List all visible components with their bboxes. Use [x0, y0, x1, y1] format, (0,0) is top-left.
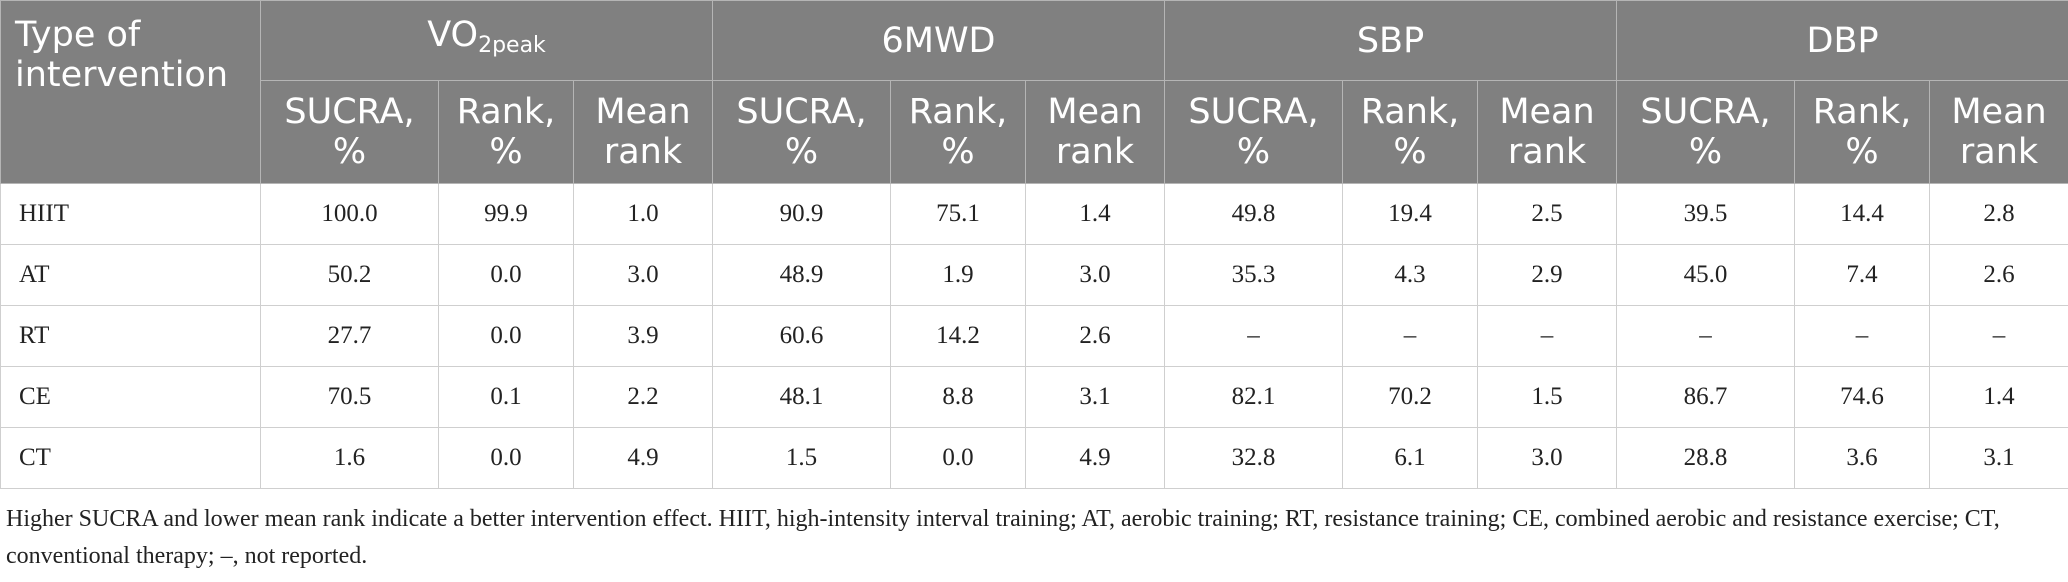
- cell: 4.9: [573, 427, 713, 489]
- column-header: Mean rank: [573, 80, 713, 184]
- cell: 8.8: [890, 366, 1026, 428]
- cell: 1.5: [712, 427, 891, 489]
- cell: 60.6: [712, 305, 891, 367]
- cell: 3.1: [1024, 366, 1166, 428]
- group-header: SBP: [1164, 0, 1618, 81]
- data-row: HIIT 100.0 99.9 1.0 90.9 75.1 1.4 49.8 19.4 2.5 39…: [0, 183, 2068, 245]
- cell: 99.9: [438, 183, 574, 245]
- cell: 0.0: [438, 305, 574, 367]
- column-header: SUCRA, %: [1616, 80, 1796, 184]
- cell: 0.0: [438, 244, 574, 306]
- column-header: Rank, %: [890, 80, 1026, 184]
- row-label: AT: [0, 244, 261, 306]
- data-row: CT 1.6 0.0 4.9 1.5 0.0 4.9 32.8 6.1 3.0 28.8 3.6 3.1: [0, 427, 2068, 489]
- cell: –: [1794, 305, 1931, 367]
- header-row: Type of intervention VO2peak 6MWD SBP DBP: [0, 0, 2068, 184]
- column-header: Mean rank: [1024, 80, 1166, 184]
- cell: 2.8: [1929, 183, 2068, 245]
- cell: 86.7: [1616, 366, 1796, 428]
- cell: 49.8: [1164, 183, 1344, 245]
- column-header: SUCRA, %: [712, 80, 891, 184]
- cell: 7.4: [1794, 244, 1931, 306]
- column-header: Rank, %: [1794, 80, 1931, 184]
- cell: 82.1: [1164, 366, 1344, 428]
- cell: 6.1: [1342, 427, 1479, 489]
- row-label: CT: [0, 427, 261, 489]
- cell: 100.0: [260, 183, 439, 245]
- cell: 0.0: [890, 427, 1026, 489]
- cell: 2.5: [1477, 183, 1618, 245]
- cell: 1.6: [260, 427, 439, 489]
- cell: 2.6: [1024, 305, 1166, 367]
- footnote: Higher SUCRA and lower mean rank indicat…: [6, 506, 2000, 569]
- cell: 0.1: [438, 366, 574, 428]
- data-row: CE 70.5 0.1 2.2 48.1 8.8 3.1 82.1 70.2 1.5 86.7 74.…: [0, 366, 2068, 428]
- corner-header: Type of intervention: [0, 0, 261, 184]
- cell: 50.2: [260, 244, 439, 306]
- cell: 3.0: [1477, 427, 1618, 489]
- cell: 0.0: [438, 427, 574, 489]
- cell: 3.9: [573, 305, 713, 367]
- cell: 45.0: [1616, 244, 1796, 306]
- row-label: HIIT: [0, 183, 261, 245]
- cell: 70.2: [1342, 366, 1479, 428]
- column-header: Mean rank: [1929, 80, 2068, 184]
- cell: 1.9: [890, 244, 1026, 306]
- column-header: Rank, %: [1342, 80, 1479, 184]
- column-header: SUCRA, %: [260, 80, 439, 184]
- cell: 1.4: [1929, 366, 2068, 428]
- subheader-row: SUCRA, % Rank, % Mean rank SUCRA, % Rank, % M…: [1, 80, 2068, 184]
- cell: 28.8: [1616, 427, 1796, 489]
- group-header: 6MWD: [711, 0, 1166, 81]
- cell: 4.3: [1342, 244, 1479, 306]
- cell: –: [1477, 305, 1618, 367]
- cell: 3.6: [1794, 427, 1931, 489]
- group-header: DBP: [1616, 0, 2068, 81]
- group-label: VO: [427, 15, 479, 55]
- cell: 19.4: [1342, 183, 1479, 245]
- row-label: RT: [0, 305, 261, 367]
- cell: 74.6: [1794, 366, 1931, 428]
- cell: 2.6: [1929, 244, 2068, 306]
- cell: 75.1: [890, 183, 1026, 245]
- cell: 3.0: [573, 244, 713, 306]
- column-header: Mean rank: [1477, 80, 1618, 184]
- cell: 1.4: [1024, 183, 1166, 245]
- cell: 27.7: [260, 305, 439, 367]
- column-header: Rank, %: [438, 80, 574, 184]
- cell: 90.9: [712, 183, 891, 245]
- cell: 48.1: [712, 366, 891, 428]
- group-label: DBP: [1806, 20, 1879, 61]
- cell: 35.3: [1164, 244, 1344, 306]
- cell: 39.5: [1616, 183, 1796, 245]
- cell: –: [1342, 305, 1479, 367]
- cell: 1.5: [1477, 366, 1618, 428]
- column-header: SUCRA, %: [1164, 80, 1344, 184]
- cell: 48.9: [712, 244, 891, 306]
- data-row: AT 50.2 0.0 3.0 48.9 1.9 3.0 35.3 4.3 2.9 45.0 7.4 2…: [0, 244, 2068, 306]
- cell: 4.9: [1024, 427, 1166, 489]
- row-label: CE: [0, 366, 261, 428]
- results-table: Type of intervention VO2peak 6MWD SBP DBP SUC…: [0, 0, 2068, 489]
- cell: –: [1616, 305, 1796, 367]
- cell: 32.8: [1164, 427, 1344, 489]
- cell: 2.9: [1477, 244, 1618, 306]
- group-subscript: 2peak: [478, 33, 546, 58]
- cell: –: [1164, 305, 1344, 367]
- group-label: SBP: [1356, 20, 1425, 61]
- cell: 70.5: [260, 366, 439, 428]
- cell: –: [1929, 305, 2068, 367]
- cell: 3.0: [1024, 244, 1166, 306]
- group-label: 6MWD: [881, 20, 996, 61]
- cell: 1.0: [573, 183, 713, 245]
- data-row: RT 27.7 0.0 3.9 60.6 14.2 2.6– – – – – –: [0, 305, 2068, 367]
- group-header: VO2peak: [260, 0, 713, 81]
- cell: 3.1: [1929, 427, 2068, 489]
- cell: 2.2: [573, 366, 713, 428]
- cell: 14.4: [1794, 183, 1931, 245]
- cell: 14.2: [890, 305, 1026, 367]
